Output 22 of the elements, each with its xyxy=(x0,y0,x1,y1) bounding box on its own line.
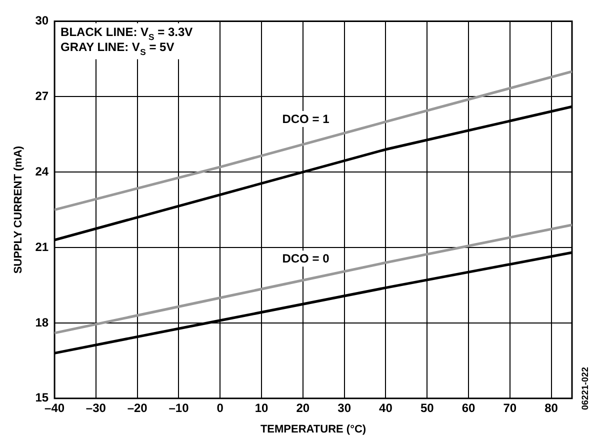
y-tick-label: 24 xyxy=(35,164,49,178)
x-tick-label: 10 xyxy=(254,400,269,415)
y-tick-label: 21 xyxy=(35,240,49,254)
annotation: DCO = 1 xyxy=(282,112,330,126)
x-tick-label: 80 xyxy=(544,400,558,415)
x-tick-label: 60 xyxy=(462,400,476,415)
x-tick-label: 70 xyxy=(503,400,517,415)
x-tick-label: 20 xyxy=(296,400,310,415)
x-tick-label: 30 xyxy=(338,400,352,415)
x-tick-label: –10 xyxy=(168,400,190,415)
y-tick-label: 27 xyxy=(35,88,49,103)
y-tick-label: 18 xyxy=(35,315,49,330)
x-axis-title: TEMPERATURE (°C) xyxy=(260,423,366,436)
annotation: DCO = 0 xyxy=(282,252,330,266)
text: 06221-022 xyxy=(580,366,590,410)
x-tick-label: –20 xyxy=(127,400,148,415)
y-axis-title: SUPPLY CURRENT (mA) xyxy=(12,146,25,274)
x-tick-label: 40 xyxy=(379,400,393,415)
x-tick-label: 50 xyxy=(420,400,434,415)
y-tick-label: 30 xyxy=(35,14,49,28)
x-tick-label: 0 xyxy=(216,400,224,415)
x-tick-label: –30 xyxy=(86,400,106,415)
